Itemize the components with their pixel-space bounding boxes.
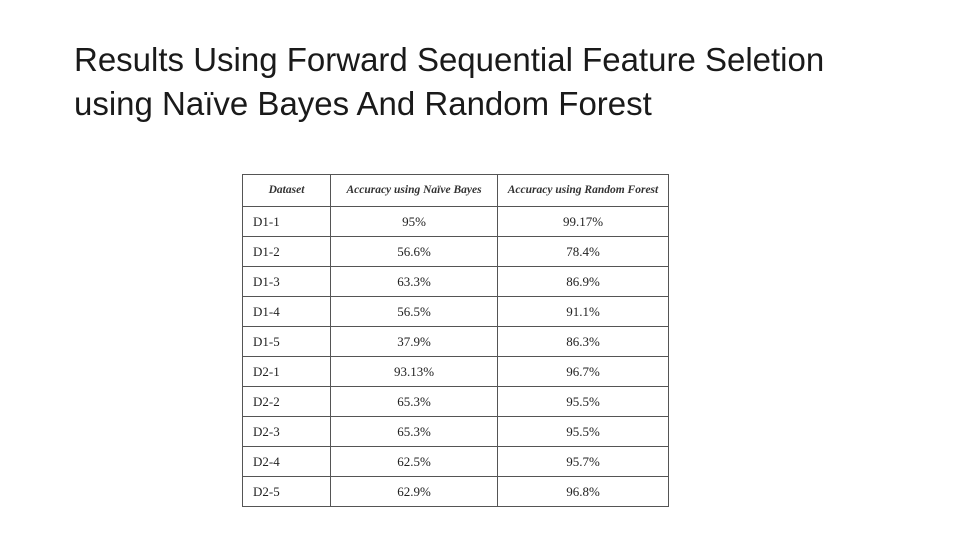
slide-title-line-1: Results Using Forward Sequential Feature…	[74, 41, 825, 78]
dataset-cell: D1-1	[242, 206, 331, 237]
slide-title-line-2: using Naïve Bayes And Random Forest	[74, 85, 652, 122]
naive-bayes-cell: 56.6%	[330, 236, 498, 267]
table-row: D2-3 65.3% 95.5%	[242, 416, 669, 447]
naive-bayes-cell: 62.9%	[330, 476, 498, 507]
table-row: D2-2 65.3% 95.5%	[242, 386, 669, 417]
naive-bayes-cell: 63.3%	[330, 266, 498, 297]
dataset-cell: D2-2	[242, 386, 331, 417]
random-forest-cell: 86.9%	[497, 266, 669, 297]
random-forest-cell: 95.5%	[497, 416, 669, 447]
random-forest-cell: 96.7%	[497, 356, 669, 387]
random-forest-cell: 96.8%	[497, 476, 669, 507]
random-forest-cell: 86.3%	[497, 326, 669, 357]
naive-bayes-cell: 62.5%	[330, 446, 498, 477]
naive-bayes-cell: 37.9%	[330, 326, 498, 357]
header-naive-bayes: Accuracy using Naïve Bayes	[330, 174, 498, 207]
naive-bayes-cell: 95%	[330, 206, 498, 237]
table-row: D1-3 63.3% 86.9%	[242, 266, 669, 297]
table-row: D2-5 62.9% 96.8%	[242, 476, 669, 507]
table-row: D1-2 56.6% 78.4%	[242, 236, 669, 267]
results-table-container: Dataset Accuracy using Naïve Bayes Accur…	[242, 174, 669, 507]
table-row: D1-1 95% 99.17%	[242, 206, 669, 237]
table-row: D2-4 62.5% 95.7%	[242, 446, 669, 477]
dataset-cell: D2-1	[242, 356, 331, 387]
header-dataset: Dataset	[242, 174, 331, 207]
random-forest-cell: 95.7%	[497, 446, 669, 477]
random-forest-cell: 95.5%	[497, 386, 669, 417]
dataset-cell: D2-4	[242, 446, 331, 477]
naive-bayes-cell: 56.5%	[330, 296, 498, 327]
dataset-cell: D1-2	[242, 236, 331, 267]
naive-bayes-cell: 93.13%	[330, 356, 498, 387]
dataset-cell: D2-5	[242, 476, 331, 507]
table-row: D1-5 37.9% 86.3%	[242, 326, 669, 357]
naive-bayes-cell: 65.3%	[330, 386, 498, 417]
random-forest-cell: 91.1%	[497, 296, 669, 327]
dataset-cell: D1-4	[242, 296, 331, 327]
results-table: Dataset Accuracy using Naïve Bayes Accur…	[242, 174, 669, 507]
naive-bayes-cell: 65.3%	[330, 416, 498, 447]
table-row: D2-1 93.13% 96.7%	[242, 356, 669, 387]
table-row: D1-4 56.5% 91.1%	[242, 296, 669, 327]
slide-title: Results Using Forward Sequential Feature…	[74, 38, 934, 126]
random-forest-cell: 99.17%	[497, 206, 669, 237]
dataset-cell: D1-3	[242, 266, 331, 297]
header-random-forest: Accuracy using Random Forest	[497, 174, 669, 207]
random-forest-cell: 78.4%	[497, 236, 669, 267]
dataset-cell: D2-3	[242, 416, 331, 447]
dataset-cell: D1-5	[242, 326, 331, 357]
table-header-row: Dataset Accuracy using Naïve Bayes Accur…	[242, 174, 669, 207]
